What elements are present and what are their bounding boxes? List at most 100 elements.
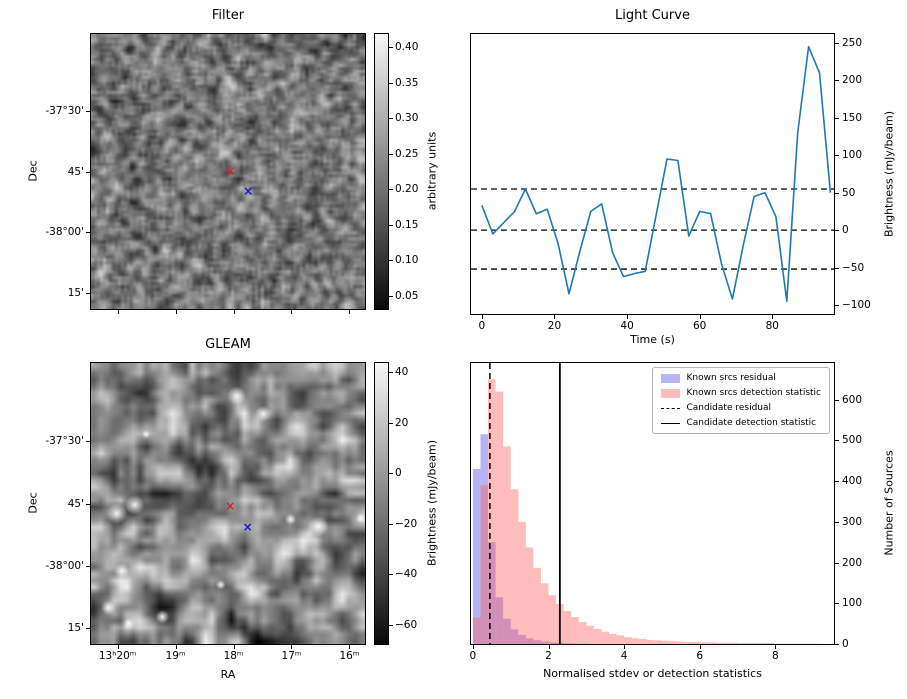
filter-colorbar-tickmark: [389, 47, 393, 49]
filter-colorbar: [374, 33, 389, 310]
histogram-bar: [745, 643, 753, 644]
histogram-bar: [684, 641, 693, 644]
filter-y-ticklabel: 15': [67, 287, 84, 300]
histogram-bar: [540, 583, 549, 644]
light-curve-x-tickmark: [481, 315, 483, 319]
histogram-y-ticklabel: 200: [842, 556, 863, 569]
histogram-y-tickmark: [835, 562, 839, 564]
light-curve-y-tickmark: [835, 192, 839, 194]
histogram-bar: [548, 595, 557, 644]
gleam-colorbar-label: Brightness (mJy/beam): [425, 439, 439, 567]
histogram-bar: [661, 640, 670, 644]
histogram-y-ticklabel: 400: [842, 475, 863, 488]
filter-plot-area: [90, 33, 366, 310]
filter-colorbar-tickmark: [389, 260, 393, 262]
filter-x-tickmark: [291, 310, 293, 314]
histogram-y-ticklabel: 600: [842, 393, 863, 406]
gleam-colorbar-ticklabel: 40: [395, 366, 409, 379]
histogram-bar: [488, 379, 496, 644]
histogram-x-tickmark: [624, 645, 626, 649]
filter-marker-blue-cross: ×: [243, 184, 254, 199]
light-curve-plot: [471, 45, 834, 303]
light-curve-y-tickmark: [835, 267, 839, 269]
histogram-x-tickmark: [775, 645, 777, 649]
legend-label: Known srcs detection statistic: [686, 388, 821, 398]
gleam-title: GLEAM: [205, 337, 251, 352]
histogram-legend: Known srcs residual Known srcs detection …: [652, 367, 830, 434]
light-curve-y-ticklabel: −50: [842, 261, 865, 274]
gleam-y-tickmark: [86, 441, 90, 443]
gleam-colorbar-tickmark: [389, 422, 393, 424]
histogram-bar: [525, 638, 534, 644]
filter-colorbar-ticklabel: 0.30: [395, 112, 419, 125]
histogram-bar: [488, 542, 496, 644]
filter-x-tickmark: [117, 310, 119, 314]
histogram-bar: [639, 639, 647, 644]
histogram-bar: [699, 642, 708, 644]
filter-y-ticklabel: -38°00': [45, 226, 84, 239]
histogram-bar: [563, 611, 572, 644]
legend-item: Known srcs residual: [661, 372, 821, 384]
light-curve-x-ticklabel: 0: [478, 320, 486, 332]
legend-line-sample: [661, 422, 681, 424]
gleam-noise-image: [91, 363, 365, 644]
gleam-colorbar-ticklabel: −60: [395, 618, 418, 631]
legend-item: Known srcs detection statistic: [661, 387, 821, 399]
gleam-colorbar-ticklabel: 0: [395, 467, 402, 480]
histogram-bar: [646, 639, 655, 644]
legend-line-sample: [661, 407, 681, 409]
light-curve-x-tickmark: [627, 315, 629, 319]
histogram-y-ticklabel: 0: [842, 638, 849, 650]
legend-item: Candidate residual: [661, 402, 821, 414]
histogram-bar: [533, 567, 541, 644]
histogram-x-ticklabel: 8: [772, 650, 779, 662]
light-curve-title: Light Curve: [615, 8, 690, 23]
histogram-bar: [495, 391, 504, 644]
filter-marker-red-cross: ×: [225, 163, 236, 178]
light-curve-y-axis-label: Brightness (mJy/beam): [882, 110, 896, 238]
filter-colorbar-tickmark: [389, 189, 393, 191]
histogram-bar: [540, 641, 549, 644]
light-curve-y-ticklabel: 50: [842, 186, 856, 199]
histogram-bar: [510, 489, 519, 644]
histogram-bar: [616, 635, 625, 644]
histogram-bar: [510, 629, 519, 644]
histogram-bar: [669, 641, 678, 644]
gleam-x-ticklabel: 18ᵐ: [223, 650, 244, 662]
gleam-x-ticklabel: 17ᵐ: [281, 650, 302, 662]
light-curve-x-axis-label: Time (s): [630, 333, 675, 346]
light-curve-y-tickmark: [835, 155, 839, 157]
gleam-plot-area: [90, 362, 366, 645]
filter-colorbar-ticklabel: 0.35: [395, 76, 419, 89]
histogram-bar: [533, 640, 541, 644]
gleam-colorbar-tickmark: [389, 372, 393, 374]
histogram-x-tickmark: [699, 645, 701, 649]
filter-colorbar-tickmark: [389, 224, 393, 226]
gleam-y-ticklabel: -38°00': [45, 559, 84, 572]
histogram-bar: [495, 597, 504, 644]
light-curve-y-ticklabel: 200: [842, 74, 863, 87]
histogram-plot: [472, 363, 821, 644]
histogram-bar: [677, 641, 685, 644]
legend-color-patch: [661, 388, 681, 398]
histogram-bar: [586, 625, 594, 644]
filter-y-ticklabel: -37°30': [45, 104, 84, 117]
histogram-y-ticklabel: 100: [842, 597, 863, 610]
histogram-y-tickmark: [835, 644, 839, 645]
gleam-x-ticklabel: 16ᵐ: [339, 650, 360, 662]
gleam-x-axis-label: RA: [220, 668, 236, 681]
filter-colorbar-tickmark: [389, 295, 393, 297]
gleam-y-ticklabel: 15': [67, 622, 84, 635]
histogram-x-ticklabel: 4: [620, 650, 628, 662]
legend-color-patch: [661, 373, 681, 383]
legend-item: Candidate detection statistic: [661, 417, 821, 429]
histogram-bar: [480, 485, 489, 644]
light-curve-x-tickmark: [772, 315, 774, 319]
gleam-y-ticklabel: -37°30': [45, 435, 84, 448]
gleam-x-tickmark: [175, 645, 177, 649]
light-curve-y-tickmark: [835, 117, 839, 119]
gleam-x-tickmark: [233, 645, 235, 649]
filter-colorbar-tickmark: [389, 82, 393, 84]
light-curve-x-ticklabel: 20: [547, 320, 562, 332]
